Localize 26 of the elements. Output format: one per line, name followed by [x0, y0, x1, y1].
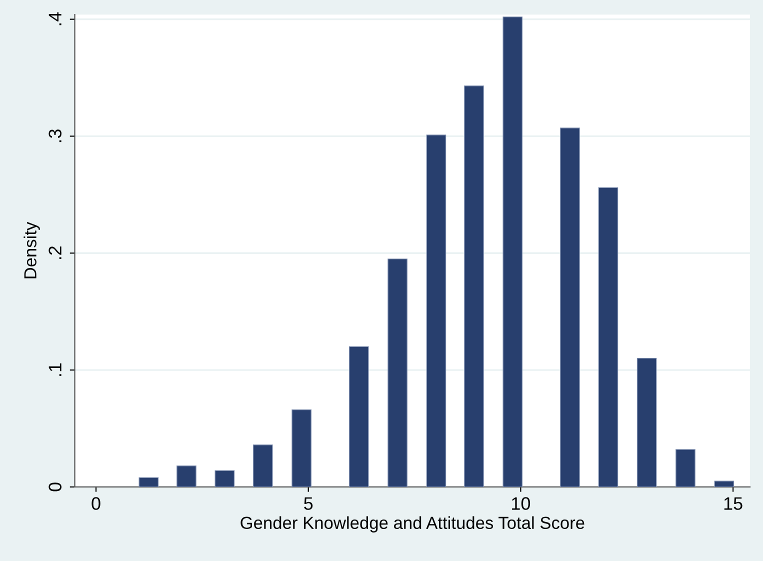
y-axis-title: Density — [24, 222, 40, 278]
bar — [388, 258, 408, 487]
bar — [348, 346, 369, 487]
y-tick-label: .4 — [48, 12, 62, 26]
bar — [598, 187, 618, 487]
bar — [502, 16, 523, 487]
x-tick-label: 15 — [724, 497, 742, 510]
bar — [560, 128, 580, 487]
x-tick-label: 10 — [512, 497, 530, 510]
bar — [176, 466, 196, 487]
y-tick-label: .1 — [48, 363, 62, 376]
bar — [292, 409, 312, 487]
bar — [714, 480, 734, 487]
y-tick-label: .2 — [48, 246, 62, 259]
y-tick-label: 0 — [48, 482, 62, 492]
x-tick-label: 0 — [92, 497, 100, 510]
y-tick-label: .3 — [48, 129, 62, 142]
bar — [636, 358, 657, 487]
bar — [426, 134, 446, 487]
bar — [253, 444, 273, 487]
bar — [138, 477, 159, 487]
bar — [676, 449, 696, 487]
x-tick-label: 5 — [304, 497, 313, 510]
bar — [464, 86, 484, 487]
x-axis-title: Gender Knowledge and Attitudes Total Score — [240, 516, 584, 532]
bar — [214, 470, 235, 487]
